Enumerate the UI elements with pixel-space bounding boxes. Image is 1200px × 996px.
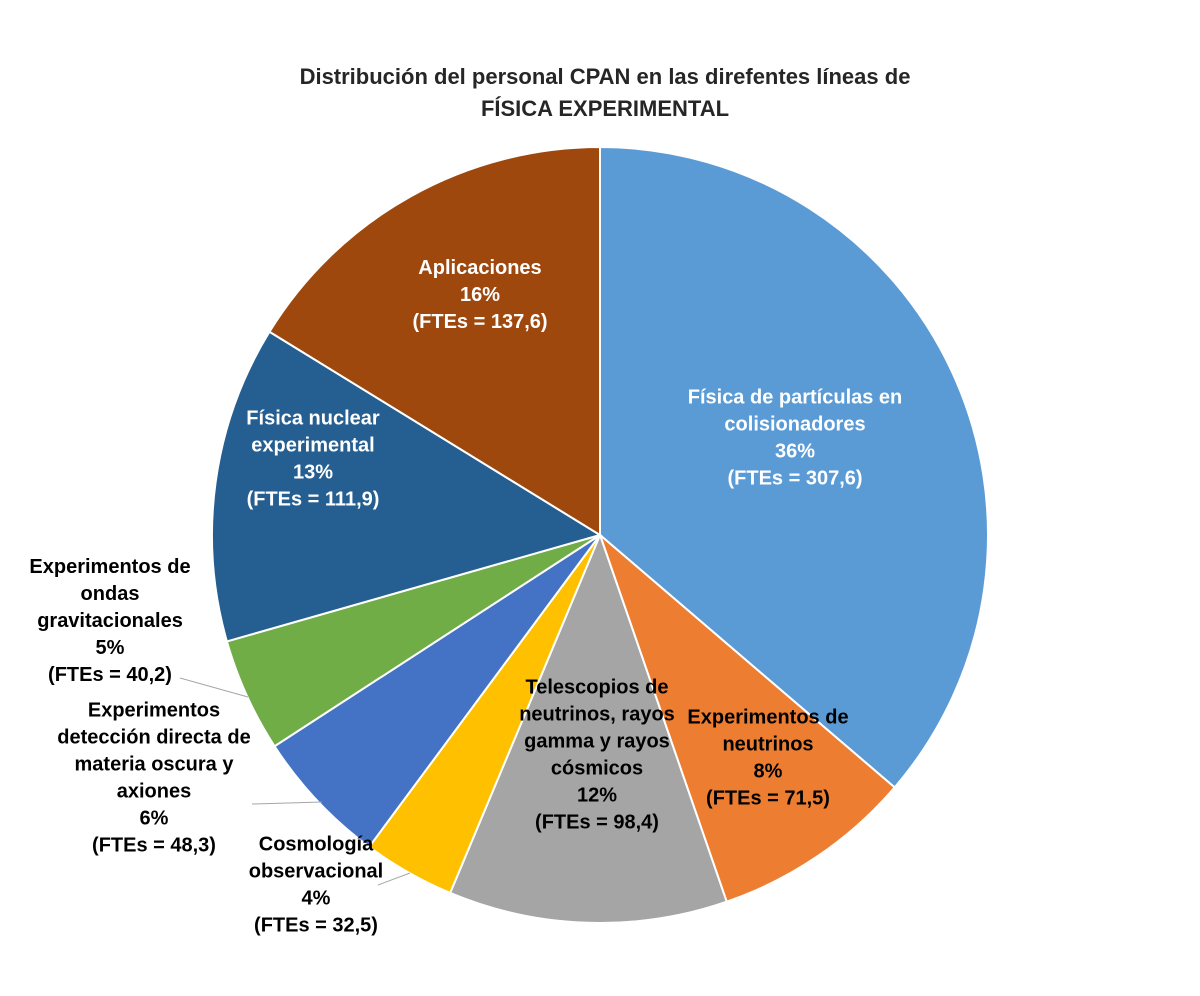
slice-label-line: materia oscura y: [75, 754, 235, 776]
pie-slice: [599, 145, 989, 789]
slice-label-line: 6%: [140, 808, 169, 830]
slice-label-line: 8%: [754, 761, 783, 783]
leader-line: [179, 677, 249, 698]
slice-label-line: Física nuclear: [246, 408, 380, 430]
chart-title-line-2: FÍSICA EXPERIMENTAL: [481, 96, 729, 121]
pie-slice: [448, 532, 728, 924]
slice-label-line: (FTEs = 111,9): [247, 489, 380, 511]
slice-label-line: (FTEs = 98,4): [535, 812, 659, 834]
slice-label-line: (FTEs = 40,2): [48, 664, 172, 686]
slice-label-line: colisionadores: [724, 414, 865, 436]
slice-label: Experimentos detección directa de materia …: [57, 700, 250, 857]
slice-label-line: 5%: [96, 637, 125, 659]
slice-label-line: ondas: [81, 583, 140, 605]
slice-label: Telescopios de neutrinos, rayos gamma y ra…: [519, 677, 675, 834]
slice-label-line: 12%: [577, 785, 617, 807]
slice-label-line: Experimentos: [88, 700, 220, 722]
slice-label-line: Telescopios de: [525, 677, 668, 699]
pie-slice: [268, 145, 601, 537]
leader-lines: [179, 677, 411, 886]
slice-label-line: detección directa de: [57, 727, 250, 749]
pie-slices: [211, 145, 989, 924]
slice-label-line: experimental: [251, 435, 374, 457]
chart-title: Distribución del personal CPAN en las di…: [300, 64, 911, 121]
data-labels: Física de partículas en colisionadores 36%…: [29, 257, 902, 937]
slice-label-line: axiones: [117, 781, 191, 803]
slice-label-line: (FTEs = 48,3): [92, 835, 216, 857]
slice-label-line: observacional: [249, 861, 384, 883]
slice-label: Aplicaciones 16% (FTEs = 137,6): [412, 257, 547, 333]
slice-label-line: (FTEs = 137,6): [412, 311, 547, 333]
slice-label-line: (FTEs = 32,5): [254, 915, 378, 937]
slice-label: Experimentos de ondas gravitacionales 5% (FT…: [29, 556, 190, 686]
chart-title-line-1: Distribución del personal CPAN en las di…: [300, 64, 911, 89]
slice-label: Cosmología observacional 4% (FTEs = 32,5): [249, 834, 384, 937]
slice-label-line: Cosmología: [259, 834, 374, 856]
slice-label-line: Física de partículas en: [688, 387, 903, 409]
slice-label: Experimentos de neutrinos 8% (FTEs = 71,5): [687, 707, 848, 810]
slice-label-line: Aplicaciones: [418, 257, 541, 279]
slice-label-line: (FTEs = 307,6): [727, 468, 862, 490]
slice-label-line: gravitacionales: [37, 610, 183, 632]
slice-label-line: neutrinos, rayos: [519, 704, 675, 726]
slice-label-line: gamma y rayos: [524, 731, 670, 753]
slice-label-line: (FTEs = 71,5): [706, 788, 830, 810]
pie-slice: [273, 534, 601, 849]
slice-label-line: 36%: [775, 441, 815, 463]
slice-label-line: Experimentos de: [29, 556, 190, 578]
pie-slice: [597, 531, 897, 904]
slice-label: Física de partículas en colisionadores 36%…: [688, 387, 903, 490]
leader-line: [377, 872, 411, 886]
leader-line: [251, 801, 323, 805]
slice-label-line: 16%: [460, 284, 500, 306]
slice-label: Física nuclear experimental 13% (FTEs = 111…: [246, 408, 380, 511]
slice-label-line: neutrinos: [722, 734, 813, 756]
slice-label-line: Experimentos de: [687, 707, 848, 729]
slice-label-line: 13%: [293, 462, 333, 484]
pie-slice: [211, 330, 603, 643]
slice-label-line: cósmicos: [551, 758, 643, 780]
slice-label-line: 4%: [302, 888, 331, 910]
